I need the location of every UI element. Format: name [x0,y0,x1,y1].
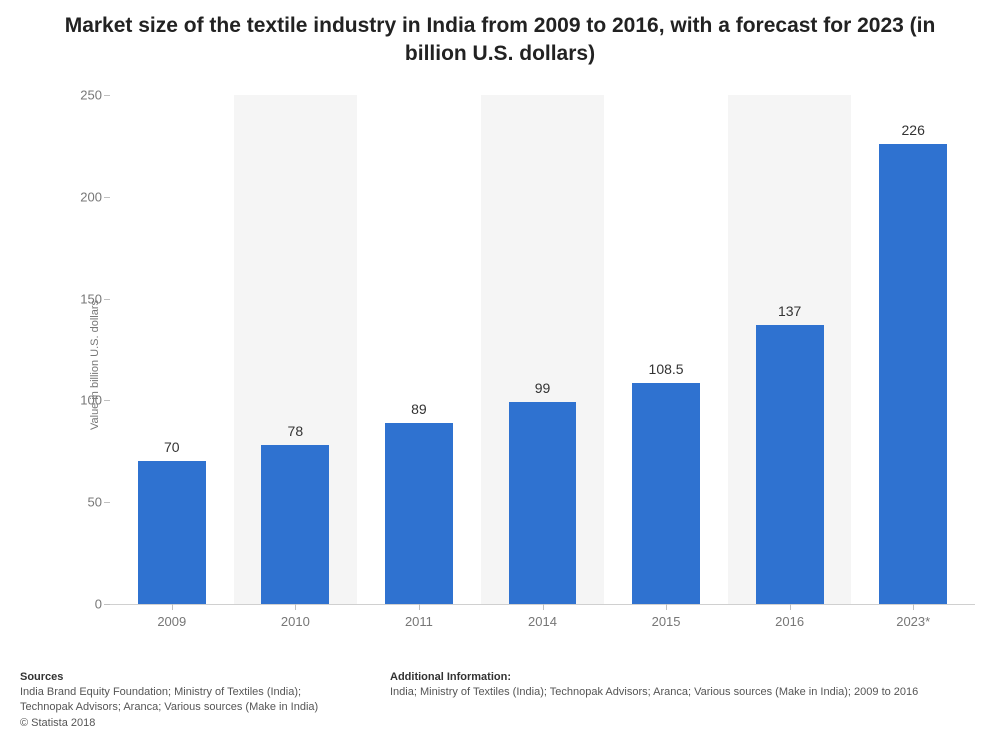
y-tick-label: 200 [80,189,102,204]
x-tick-mark [790,604,791,610]
sources-heading: Sources [20,671,320,683]
bar-value-label: 226 [902,122,925,138]
y-tick-mark [104,400,110,401]
bar-value-label: 89 [411,401,427,417]
y-tick-mark [104,95,110,96]
x-tick-mark [295,604,296,610]
y-tick-mark [104,299,110,300]
bar-value-label: 78 [288,423,304,439]
additional-info-body: India; Ministry of Textiles (India); Tec… [390,685,918,700]
y-tick-label: 50 [88,495,102,510]
x-tick-label: 2014 [528,614,557,629]
chart-container: Market size of the textile industry in I… [0,0,1000,743]
y-tick-mark [104,502,110,503]
y-tick-label: 0 [95,597,102,612]
x-tick-label: 2023* [896,614,930,629]
y-tick-mark [104,197,110,198]
x-tick-mark [666,604,667,610]
bar [385,423,453,604]
additional-info-block: Additional Information: India; Ministry … [390,671,918,729]
bar [509,402,577,604]
x-tick-mark [543,604,544,610]
x-tick-label: 2011 [405,614,433,629]
y-axis-label: Value in billion U.S. dollars [89,300,101,430]
x-tick-mark [913,604,914,610]
bar [879,144,947,604]
x-tick-label: 2015 [652,614,681,629]
y-tick-mark [104,604,110,605]
bar-value-label: 99 [535,380,551,396]
x-tick-label: 2010 [281,614,310,629]
chart-plot: Value in billion U.S. dollars 0501001502… [80,95,975,635]
x-tick-mark [419,604,420,610]
bar [632,383,700,604]
y-tick-label: 150 [80,291,102,306]
bar [261,445,329,604]
bar [756,325,824,604]
bar-value-label: 108.5 [649,361,684,377]
additional-info-heading: Additional Information: [390,671,918,683]
x-tick-label: 2016 [775,614,804,629]
x-tick-mark [172,604,173,610]
bar [138,461,206,604]
chart-footer: Sources India Brand Equity Foundation; M… [20,671,980,729]
sources-body: India Brand Equity Foundation; Ministry … [20,685,320,715]
bar-value-label: 137 [778,303,801,319]
y-tick-label: 100 [80,393,102,408]
plot-area: 0501001502002507020097820108920119920141… [110,95,975,605]
copyright-text: © Statista 2018 [20,717,320,729]
x-tick-label: 2009 [157,614,186,629]
sources-block: Sources India Brand Equity Foundation; M… [20,671,320,729]
y-tick-label: 250 [80,88,102,103]
chart-title: Market size of the textile industry in I… [0,0,1000,69]
bar-value-label: 70 [164,439,180,455]
